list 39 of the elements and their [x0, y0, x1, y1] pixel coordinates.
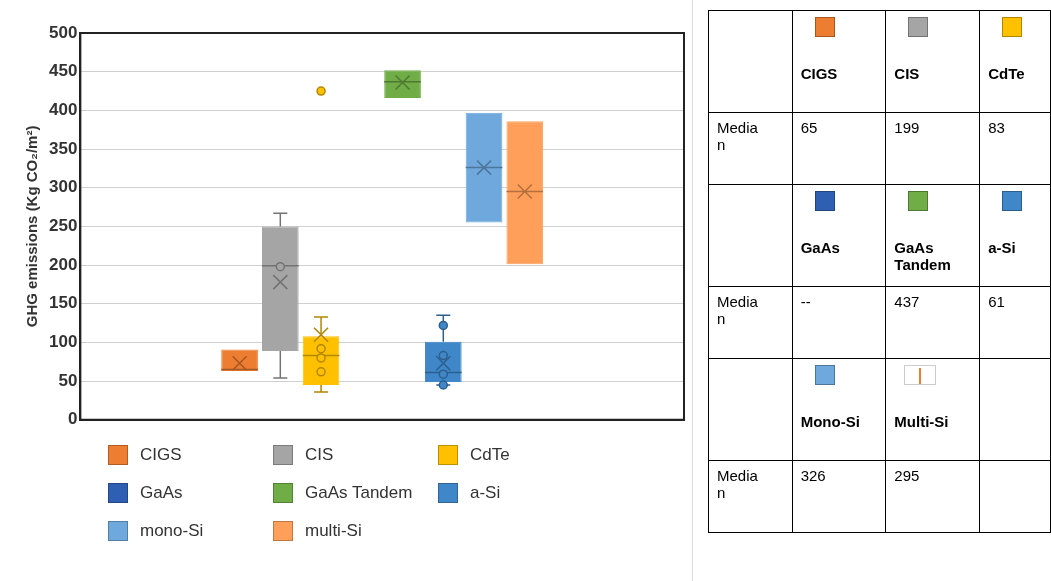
y-tick-label: 450: [48, 61, 78, 81]
legend-label: multi-Si: [305, 521, 362, 541]
category-label: GaAs: [800, 239, 841, 256]
legend-label: a-Si: [470, 483, 501, 503]
legend-label: CIS: [305, 445, 334, 465]
text: 61: [988, 293, 1005, 310]
text: Median: [717, 293, 758, 327]
text: Median: [708, 112, 793, 185]
text: 295: [894, 467, 920, 484]
y-tick-label: 100: [48, 332, 78, 352]
text: 437: [894, 293, 920, 310]
category-label: Mono-Si: [800, 413, 861, 430]
text: --: [800, 293, 811, 310]
legend-label: mono-Si: [140, 521, 204, 541]
legend-label: CdTe: [470, 445, 510, 465]
y-tick-label: 50: [58, 370, 78, 390]
text: 65: [800, 119, 818, 136]
y-tick-label: 350: [48, 138, 78, 158]
legend-label: GaAs: [140, 483, 183, 503]
category-label: a-Si: [988, 239, 1017, 256]
y-tick-label: 0: [67, 409, 78, 429]
y-tick-label: 300: [48, 177, 78, 197]
text: Median: [717, 467, 758, 501]
text: 199: [894, 119, 920, 136]
y-tick-label: 200: [48, 254, 78, 274]
category-label: Multi-Si: [894, 413, 950, 430]
category-label: GaAs Tandem: [894, 239, 952, 273]
y-tick-label: 400: [48, 100, 78, 120]
legend-label: CIGS: [140, 445, 182, 465]
y-axis-title: GHG emissions (Kg CO₂/m²): [23, 125, 41, 328]
y-tick-label: 250: [48, 216, 78, 236]
y-tick-label: 150: [48, 293, 78, 313]
text: 326: [800, 467, 826, 484]
category-label: CIGS: [800, 65, 839, 82]
category-label: CIS: [894, 65, 921, 82]
text: 83: [988, 119, 1005, 136]
legend-label: GaAs Tandem: [305, 483, 413, 503]
y-tick-label: 500: [48, 22, 78, 42]
category-label: CdTe: [988, 65, 1026, 82]
